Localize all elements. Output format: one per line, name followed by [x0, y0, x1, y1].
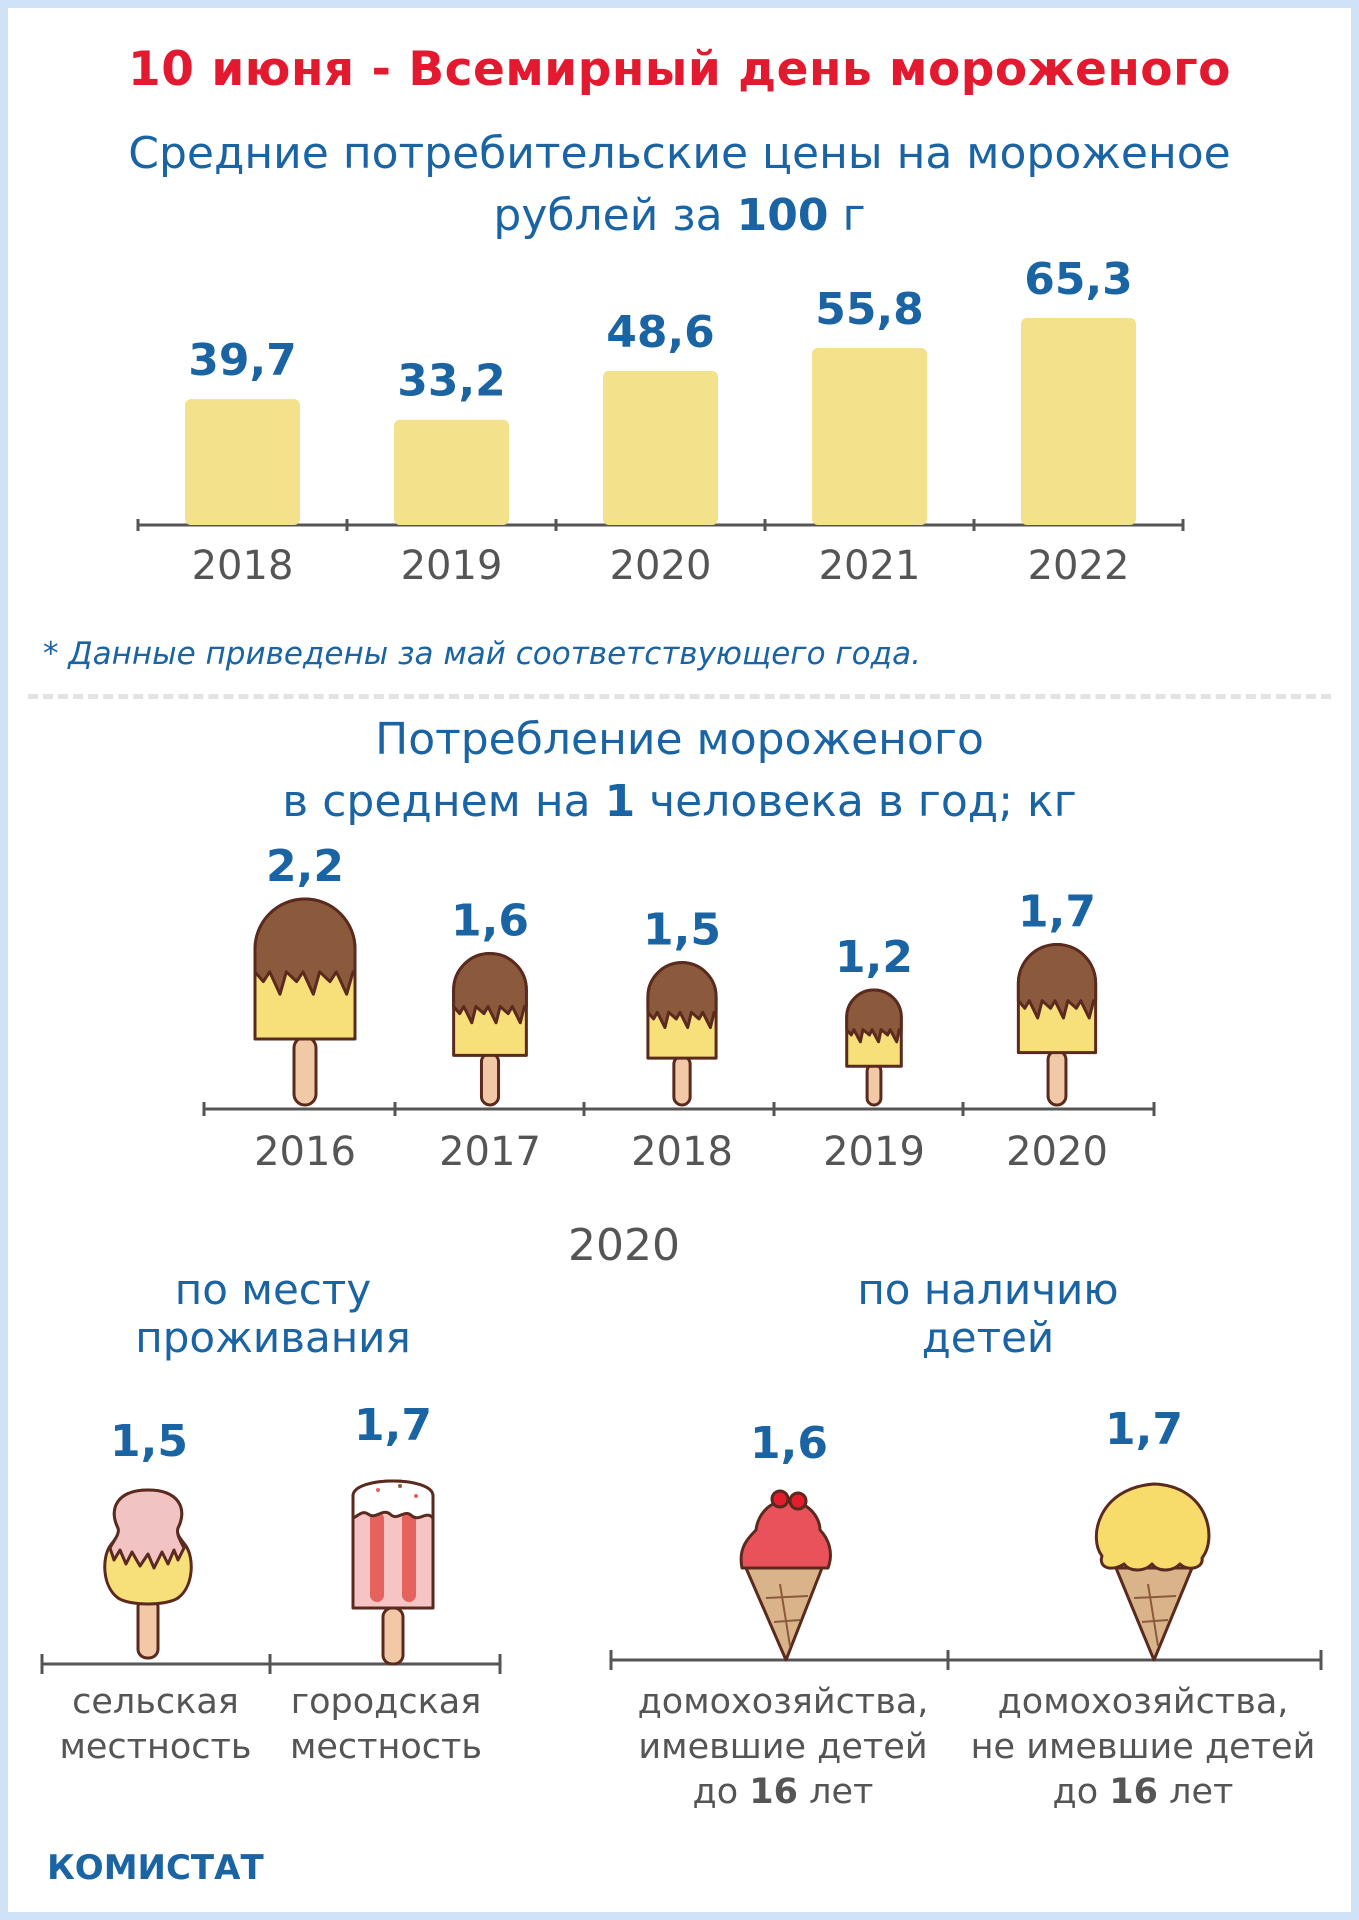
urban-label-line2: местность — [289, 1727, 483, 1767]
price-bar-chart: 39,7 2018 33,2 2019 48,6 2020 55,8 2021 65,3 2022 — [136, 254, 1185, 589]
breakdown-icons — [40, 1479, 1323, 1674]
vanilla-cone-icon — [1094, 1482, 1211, 1662]
with-children-label-line2: имевшие детей — [638, 1727, 928, 1767]
rural-value: 1,5 — [110, 1416, 188, 1467]
without-children-label-prefix: до — [1052, 1772, 1110, 1812]
price-value-label: 48,6 — [606, 307, 715, 358]
without-children-label-suffix: лет — [1158, 1772, 1234, 1812]
price-bar-2022 — [1021, 317, 1136, 525]
without-children-label: домохозяйства, не имевшие детей до 16 ле… — [958, 1680, 1328, 1815]
price-value-label: 65,3 — [1024, 254, 1133, 305]
prices-unit-prefix: рублей за — [493, 190, 737, 241]
prices-unit: рублей за 100 г — [8, 186, 1351, 246]
consumption-year-label: 2016 — [254, 1129, 356, 1175]
consumption-unit-bold: 1 — [604, 776, 636, 827]
consumption-popsicle-2019 — [845, 988, 903, 1107]
consumption-value-label: 1,7 — [1018, 886, 1096, 937]
price-bar-2018 — [185, 399, 300, 525]
price-value-label: 33,2 — [397, 356, 506, 407]
price-bar-2019 — [394, 419, 509, 525]
consumption-popsicle-chart: 2,2 2016 1,6 2017 1,5 2018 1,2 2019 1,7 2020 — [202, 841, 1156, 1175]
cherry-cone-icon — [739, 1489, 832, 1662]
prices-unit-bold: 100 — [736, 190, 829, 241]
with-children-value: 1,6 — [750, 1418, 828, 1469]
consumption-unit-suffix: человека в год; кг — [635, 776, 1077, 827]
section-divider — [28, 694, 1331, 699]
price-value-label: 39,7 — [188, 335, 297, 386]
price-year-label: 2019 — [401, 543, 503, 589]
residence-title-line2: проживания — [135, 1313, 411, 1362]
consumption-year-label: 2019 — [823, 1129, 925, 1175]
consumption-unit: в среднем на 1 человека в год; кг — [8, 772, 1351, 832]
residence-title-line1: по месту — [174, 1265, 372, 1314]
residence-axis — [40, 1654, 502, 1674]
consumption-popsicle-2017 — [452, 952, 528, 1107]
without-children-label-line1: домохозяйства, — [997, 1682, 1289, 1722]
without-children-label-bold: 16 — [1109, 1772, 1159, 1812]
consumption-value-label: 1,2 — [835, 932, 913, 983]
prices-unit-suffix: г — [828, 190, 866, 241]
consumption-year-label: 2017 — [439, 1129, 541, 1175]
without-children-value: 1,7 — [1105, 1404, 1183, 1455]
consumption-unit-prefix: в среднем на — [282, 776, 605, 827]
consumption-year-label: 2020 — [1006, 1129, 1108, 1175]
price-bar-2021 — [812, 348, 927, 525]
consumption-value-label: 1,6 — [451, 896, 529, 947]
without-children-label-line3: до 16 лет — [958, 1770, 1328, 1815]
consumption-popsicle-2018 — [646, 961, 718, 1107]
price-year-label: 2018 — [192, 543, 294, 589]
rural-label: сельская местность — [48, 1680, 263, 1770]
urban-label-line1: городская — [290, 1682, 482, 1722]
urban-value: 1,7 — [354, 1400, 432, 1451]
rural-label-line2: местность — [59, 1727, 252, 1767]
consumption-popsicle-2020 — [1016, 942, 1098, 1107]
price-footnote: * Данные приведены за май соответствующе… — [43, 636, 921, 672]
rural-label-line1: сельская — [72, 1682, 239, 1722]
pink-popsicle-icon — [103, 1488, 193, 1660]
price-year-label: 2020 — [610, 543, 712, 589]
striped-popsicle-icon — [351, 1479, 435, 1666]
children-title-line2: детей — [921, 1313, 1055, 1362]
urban-label: городская местность — [276, 1680, 496, 1770]
price-bar-2020 — [603, 370, 718, 525]
children-title: по наличию детей — [823, 1266, 1153, 1362]
consumption-year-label: 2018 — [631, 1129, 733, 1175]
residence-title: по месту проживания — [113, 1266, 433, 1362]
children-axis — [609, 1650, 1323, 1670]
without-children-label-line2: не имевшие детей — [970, 1727, 1316, 1767]
with-children-label-bold: 16 — [749, 1772, 799, 1812]
consumption-value-label: 1,5 — [643, 905, 721, 956]
with-children-label-suffix: лет — [798, 1772, 874, 1812]
consumption-title: Потребление мороженого — [375, 714, 984, 765]
price-year-label: 2022 — [1028, 543, 1130, 589]
with-children-label-line1: домохозяйства, — [637, 1682, 929, 1722]
main-title: 10 июня - Всемирный день мороженого — [128, 42, 1231, 97]
price-value-label: 55,8 — [815, 284, 924, 335]
consumption-value-label: 2,2 — [266, 841, 344, 892]
price-year-label: 2021 — [819, 543, 921, 589]
with-children-label: домохозяйства, имевшие детей до 16 лет — [618, 1680, 948, 1815]
children-title-line1: по наличию — [857, 1265, 1119, 1314]
consumption-popsicle-2016 — [253, 897, 357, 1107]
prices-title: Средние потребительские цены на морожено… — [128, 128, 1231, 179]
breakdown-year: 2020 — [568, 1220, 680, 1271]
with-children-label-prefix: до — [692, 1772, 750, 1812]
brand-logo-text: КОМИСТАТ — [47, 1848, 264, 1888]
with-children-label-line3: до 16 лет — [618, 1770, 948, 1815]
